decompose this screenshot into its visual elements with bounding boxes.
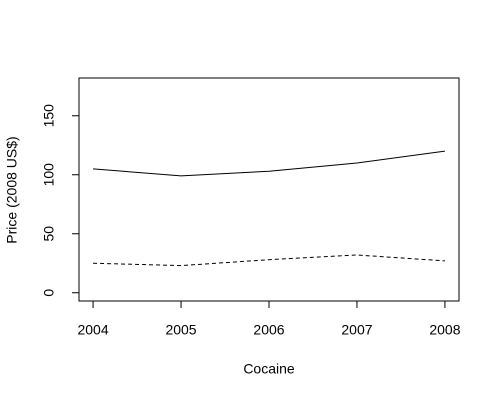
y-tick-label: 150: [41, 104, 57, 128]
plot-box: [78, 77, 460, 302]
x-tick-label: 2004: [77, 322, 108, 338]
x-tick-label: 2006: [253, 322, 284, 338]
series-line: [93, 254, 445, 267]
y-tick-label: 100: [41, 163, 57, 187]
x-tick-label: 2007: [341, 322, 372, 338]
y-tick-label: 0: [41, 289, 57, 297]
y-tick-label: 50: [41, 226, 57, 242]
x-axis-label: Cocaine: [243, 361, 295, 377]
x-tick-label: 2005: [165, 322, 196, 338]
series-line: [93, 150, 445, 177]
x-tick-label: 2008: [429, 322, 460, 338]
y-axis-label: Price (2008 US$): [4, 136, 20, 243]
